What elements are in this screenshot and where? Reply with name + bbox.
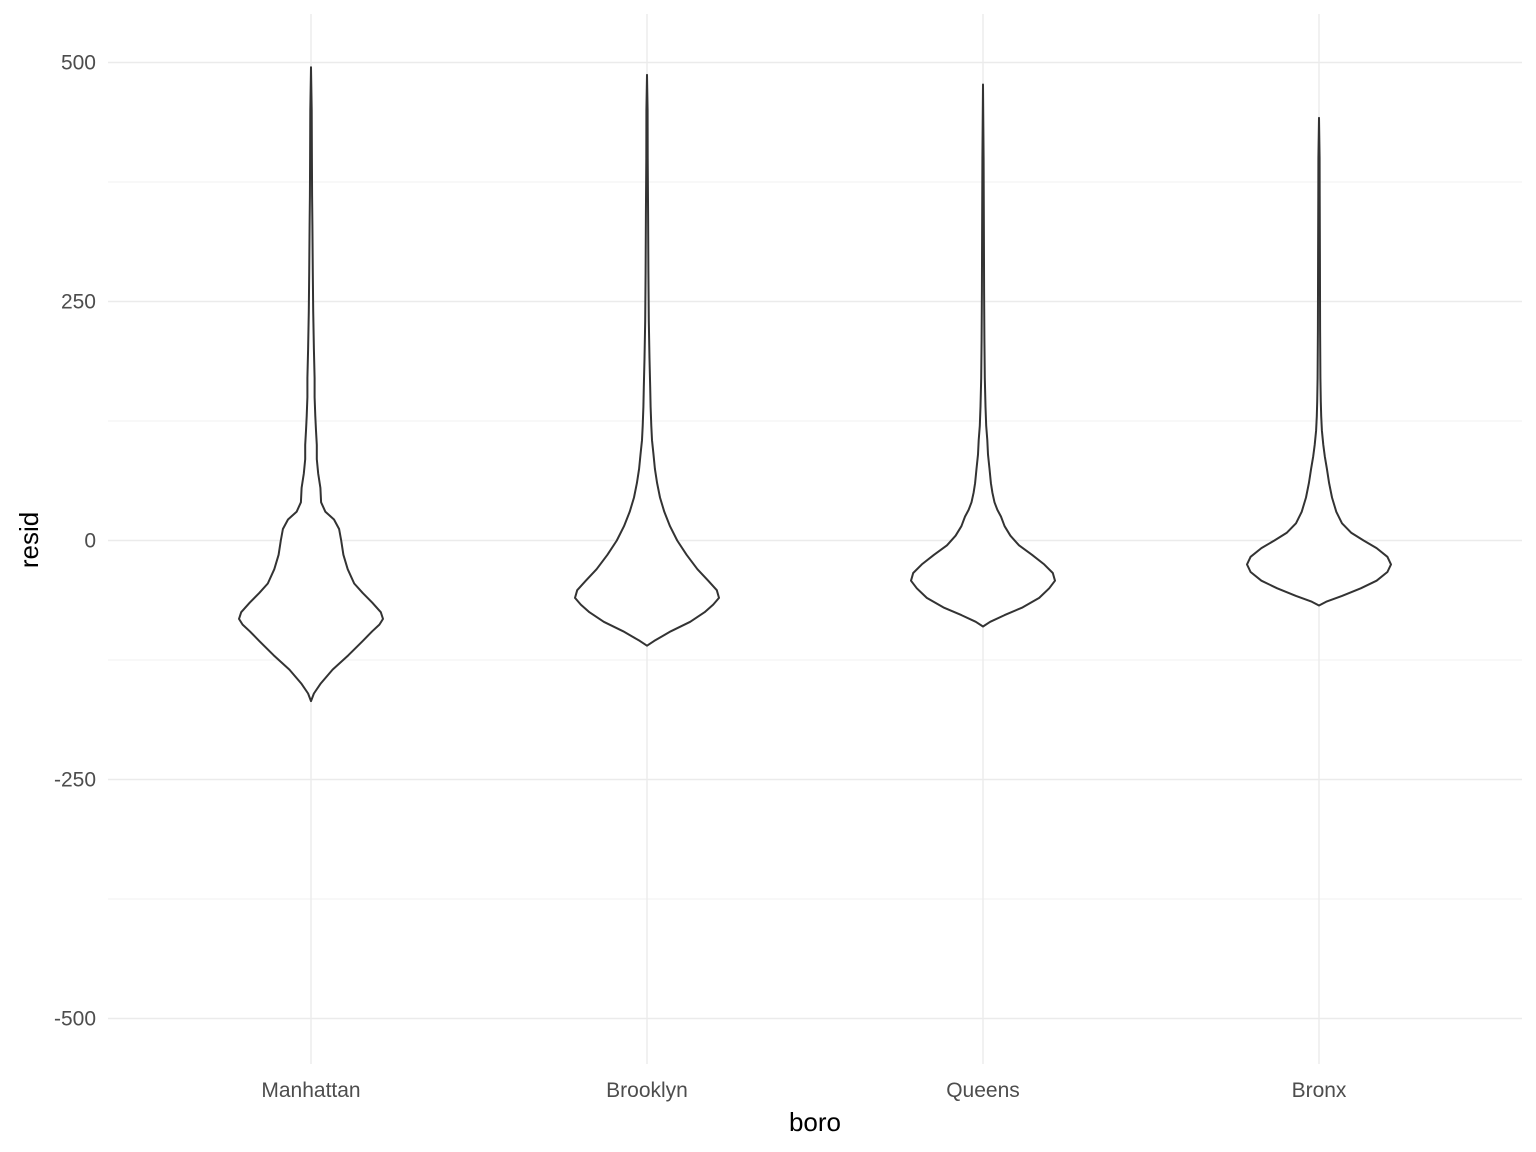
x-tick-label: Brooklyn — [606, 1079, 688, 1102]
y-tick-label: 500 — [61, 52, 96, 75]
x-tick-label: Bronx — [1292, 1079, 1347, 1102]
y-tick-label: -250 — [54, 769, 96, 792]
y-tick-label: 0 — [84, 530, 96, 553]
x-tick-labels: Manhattan Brooklyn Queens Bronx — [261, 1079, 1347, 1102]
y-tick-labels: -500 -250 0 250 500 — [54, 52, 96, 1031]
violin-bronx — [1246, 116, 1392, 607]
y-tick-label: -500 — [54, 1008, 96, 1031]
y-axis-title: resid — [14, 512, 44, 568]
x-tick-label: Manhattan — [261, 1079, 360, 1102]
violins — [238, 66, 1392, 703]
violin-queens — [910, 83, 1056, 628]
x-tick-label: Queens — [946, 1079, 1020, 1102]
y-tick-label: 250 — [61, 291, 96, 314]
violin-brooklyn — [574, 73, 720, 647]
violin-manhattan — [238, 66, 384, 703]
x-axis-title: boro — [789, 1107, 841, 1137]
